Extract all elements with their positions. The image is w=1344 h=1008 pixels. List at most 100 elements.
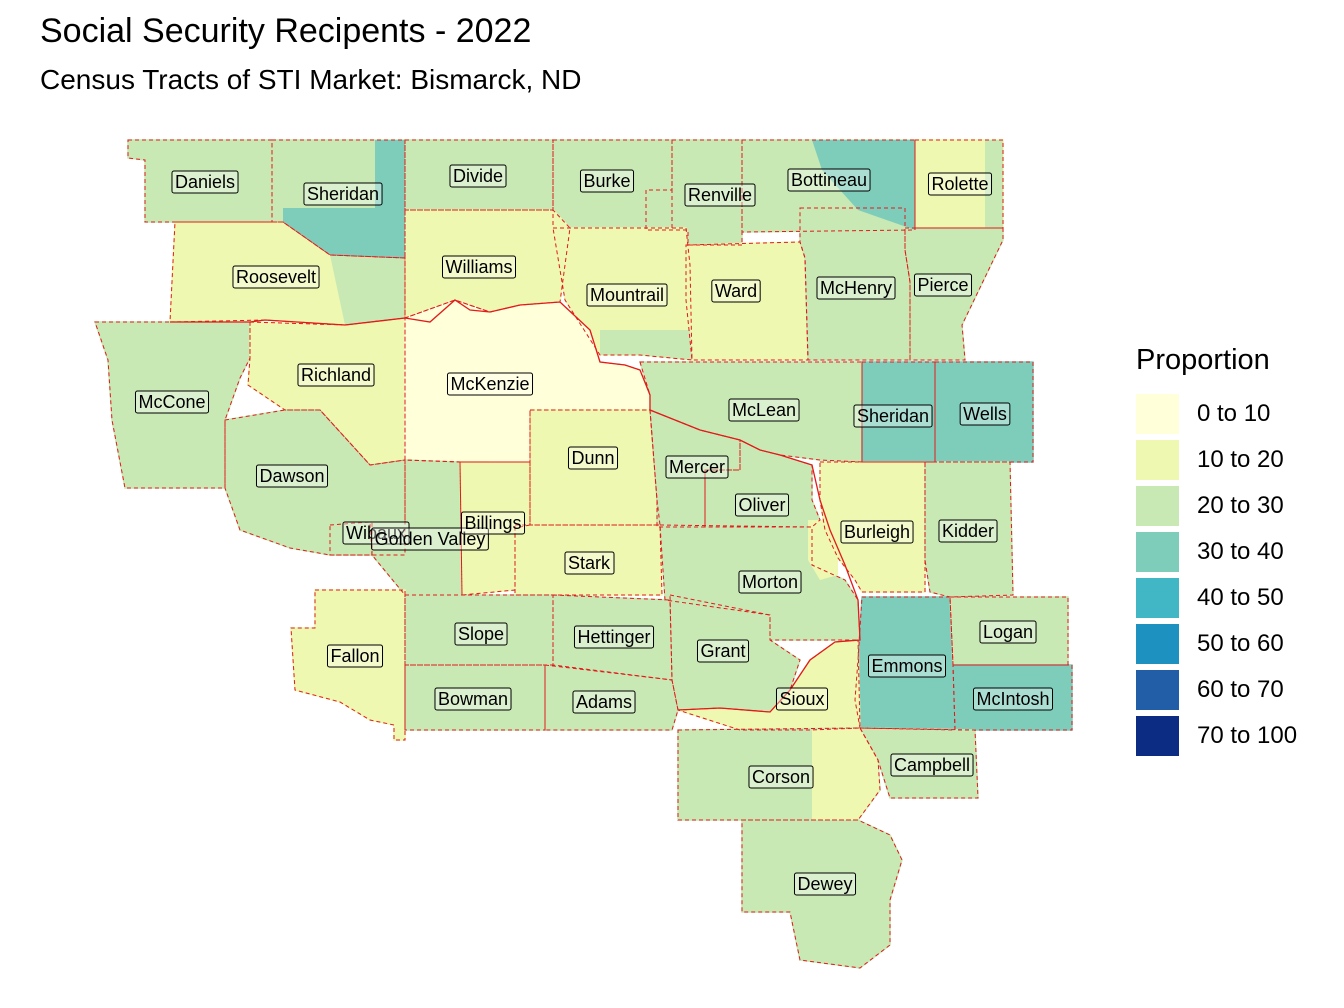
county-label-text: Billings (464, 513, 521, 533)
county-label-text: Renville (688, 185, 752, 205)
county-label: Divide (449, 164, 507, 188)
legend-item: 30 to 40 (1136, 529, 1297, 575)
tract-area (808, 520, 838, 580)
tract-area (330, 255, 405, 325)
county-label-text: Morton (742, 572, 798, 592)
county-label: Grant (696, 639, 750, 663)
county-label-text: Mountrail (590, 285, 664, 305)
county-label: McKenzie (446, 372, 534, 396)
county-label: Williams (442, 255, 516, 279)
county-border (952, 664, 1073, 731)
county-border (544, 664, 679, 731)
legend-swatch (1136, 670, 1179, 710)
county-label-box (748, 765, 814, 789)
county-label: Emmons (867, 654, 947, 678)
county-label-box (684, 183, 756, 207)
legend-swatch (1136, 532, 1179, 572)
county-label: Adams (572, 690, 636, 714)
county-label-text: Burleigh (844, 522, 910, 542)
county-label-box (460, 511, 526, 535)
county-label-box (564, 551, 615, 575)
legend-item: 10 to 20 (1136, 437, 1297, 483)
tract-area (283, 140, 405, 258)
county-labels: Daniels Sheridan Divide Burke Renville Bottin… (134, 164, 1054, 896)
legend-swatch (1136, 578, 1179, 618)
tract-area (812, 728, 880, 820)
county-label: Bowman (434, 687, 512, 711)
county-label: Logan (979, 620, 1037, 644)
county-label-text: McLean (732, 400, 796, 420)
county-label-text: Corson (752, 767, 810, 787)
legend-item: 40 to 50 (1136, 575, 1297, 621)
county-border (799, 207, 911, 361)
county-label: Sheridan (303, 182, 383, 206)
county-border (904, 227, 1004, 361)
county-label-text: Golden Valley (375, 529, 486, 549)
county-label-box (890, 753, 974, 777)
county-label-text: Ward (715, 281, 757, 301)
county-label-box (434, 687, 512, 711)
county-label-text: Slope (458, 624, 504, 644)
county-label-box (853, 404, 933, 428)
legend-item: 0 to 10 (1136, 391, 1297, 437)
county-label-box (371, 527, 489, 551)
state-border (170, 299, 861, 713)
legend-label: 10 to 20 (1197, 446, 1284, 473)
county-label-text: Kidder (942, 521, 994, 541)
county-label: Daniels (171, 170, 239, 194)
legend-label: 50 to 60 (1197, 630, 1284, 657)
map-subtitle: Census Tracts of STI Market: Bismarck, N… (40, 64, 582, 95)
county-label-box (840, 520, 914, 544)
county-border (247, 317, 406, 466)
county-label-box (665, 455, 729, 479)
county-label-text: Emmons (871, 656, 942, 676)
county-label-text: Burke (583, 171, 630, 191)
county-label-box (867, 654, 947, 678)
county-label-text: Hettinger (577, 627, 650, 647)
legend-label: 40 to 50 (1197, 584, 1284, 611)
county-label-box (255, 464, 329, 488)
county-label-text: Logan (983, 622, 1033, 642)
county-label: Burke (579, 169, 635, 193)
county-label-box (449, 164, 507, 188)
county-label-box (442, 255, 516, 279)
county-label: Pierce (913, 273, 973, 297)
county-label-text: Campbell (894, 755, 970, 775)
county-label: Dawson (255, 464, 329, 488)
county-label-text: McIntosh (976, 689, 1049, 709)
county-label: Richland (297, 363, 375, 387)
county-label-text: Wells (963, 404, 1007, 424)
county-label-text: Sheridan (857, 406, 929, 426)
county-label-box (787, 168, 871, 192)
county-label-box (775, 687, 829, 711)
county-border (649, 409, 741, 528)
county-label-text: Sioux (779, 689, 824, 709)
county-border (514, 524, 663, 596)
county-border (741, 139, 916, 233)
tract-area (600, 330, 692, 360)
county-border (329, 521, 373, 556)
tract-area (465, 302, 590, 462)
county-label: Roosevelt (232, 265, 320, 289)
county-label: Sioux (775, 687, 829, 711)
map-title: Social Security Recipents - 2022 (40, 12, 532, 50)
county-label-box (454, 622, 508, 646)
legend-label: 70 to 100 (1197, 722, 1298, 749)
county-label-text: Grant (700, 641, 745, 661)
county-label: Mountrail (586, 283, 668, 307)
county-label-text: McCone (138, 392, 205, 412)
county-label: Renville (684, 183, 756, 207)
county-label: Morton (738, 570, 802, 594)
county-label-text: Adams (576, 692, 632, 712)
county-label-text: Dunn (571, 448, 614, 468)
county-label-box (979, 620, 1037, 644)
county-label: Wells (959, 402, 1011, 426)
county-border (404, 664, 546, 731)
county-label: Mercer (665, 455, 729, 479)
county-label: Sheridan (853, 404, 933, 428)
county-label-box (913, 273, 973, 297)
county-label-text: Oliver (738, 495, 785, 515)
legend-label: 60 to 70 (1197, 676, 1284, 703)
legend-title: Proportion (1136, 344, 1270, 376)
